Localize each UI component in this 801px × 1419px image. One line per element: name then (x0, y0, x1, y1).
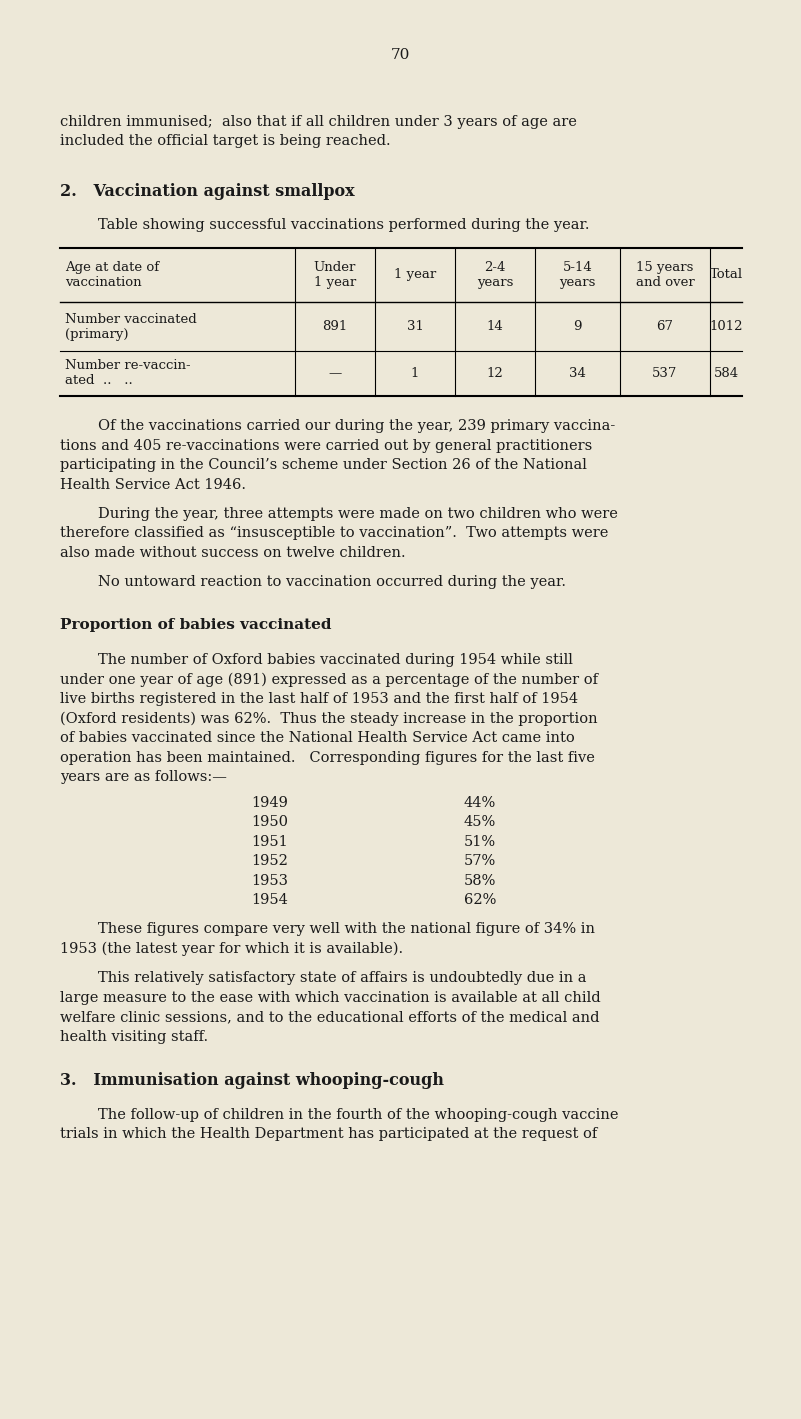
Text: health visiting staff.: health visiting staff. (60, 1030, 208, 1043)
Text: 2-4
years: 2-4 years (477, 261, 513, 289)
Text: Of the vaccinations carried our during the year, 239 primary vaccina-: Of the vaccinations carried our during t… (98, 419, 615, 433)
Text: 15 years
and over: 15 years and over (636, 261, 694, 289)
Text: During the year, three attempts were made on two children who were: During the year, three attempts were mad… (98, 507, 618, 521)
Text: 1 year: 1 year (394, 268, 436, 281)
Text: Number vaccinated
(primary): Number vaccinated (primary) (65, 312, 197, 341)
Text: Table showing successful vaccinations performed during the year.: Table showing successful vaccinations pe… (98, 219, 590, 233)
Text: 5-14
years: 5-14 years (559, 261, 596, 289)
Text: 1952: 1952 (252, 854, 288, 868)
Text: trials in which the Health Department has participated at the request of: trials in which the Health Department ha… (60, 1127, 598, 1141)
Text: Number re-vaccin-
ated  ..   ..: Number re-vaccin- ated .. .. (65, 359, 191, 387)
Text: The number of Oxford babies vaccinated during 1954 while still: The number of Oxford babies vaccinated d… (98, 653, 573, 667)
Text: 58%: 58% (464, 874, 496, 887)
Text: 45%: 45% (464, 815, 496, 829)
Text: 44%: 44% (464, 796, 496, 810)
Text: This relatively satisfactory state of affairs is undoubtedly due in a: This relatively satisfactory state of af… (98, 971, 586, 985)
Text: tions and 405 re-vaccinations were carried out by general practitioners: tions and 405 re-vaccinations were carri… (60, 438, 592, 453)
Text: also made without success on twelve children.: also made without success on twelve chil… (60, 546, 405, 561)
Text: 51%: 51% (464, 834, 496, 849)
Text: included the official target is being reached.: included the official target is being re… (60, 135, 391, 149)
Text: 1: 1 (411, 368, 419, 380)
Text: 891: 891 (322, 321, 348, 333)
Text: Under
1 year: Under 1 year (314, 261, 356, 289)
Text: 537: 537 (652, 368, 678, 380)
Text: 1953: 1953 (252, 874, 288, 887)
Text: Age at date of
vaccination: Age at date of vaccination (65, 261, 159, 289)
Text: 1951: 1951 (252, 834, 288, 849)
Text: large measure to the ease with which vaccination is available at all child: large measure to the ease with which vac… (60, 990, 601, 1005)
Text: 62%: 62% (464, 893, 496, 907)
Text: welfare clinic sessions, and to the educational efforts of the medical and: welfare clinic sessions, and to the educ… (60, 1010, 599, 1025)
Text: 1954: 1954 (252, 893, 288, 907)
Text: Health Service Act 1946.: Health Service Act 1946. (60, 478, 246, 492)
Text: No untoward reaction to vaccination occurred during the year.: No untoward reaction to vaccination occu… (98, 575, 566, 589)
Text: 67: 67 (657, 321, 674, 333)
Text: These figures compare very well with the national figure of 34% in: These figures compare very well with the… (98, 922, 595, 937)
Text: therefore classified as “insusceptible to vaccination”.  Two attempts were: therefore classified as “insusceptible t… (60, 526, 609, 541)
Text: years are as follows:—: years are as follows:— (60, 771, 227, 785)
Text: operation has been maintained.   Corresponding figures for the last five: operation has been maintained. Correspon… (60, 751, 595, 765)
Text: participating in the Council’s scheme under Section 26 of the National: participating in the Council’s scheme un… (60, 458, 587, 473)
Text: 9: 9 (574, 321, 582, 333)
Text: 34: 34 (569, 368, 586, 380)
Text: 1012: 1012 (709, 321, 743, 333)
Text: 31: 31 (407, 321, 424, 333)
Text: The follow-up of children in the fourth of the whooping-cough vaccine: The follow-up of children in the fourth … (98, 1108, 618, 1121)
Text: 2.   Vaccination against smallpox: 2. Vaccination against smallpox (60, 183, 355, 200)
Text: children immunised;  also that if all children under 3 years of age are: children immunised; also that if all chi… (60, 115, 577, 129)
Text: live births registered in the last half of 1953 and the first half of 1954: live births registered in the last half … (60, 692, 578, 707)
Text: Proportion of babies vaccinated: Proportion of babies vaccinated (60, 619, 332, 631)
Text: 12: 12 (487, 368, 503, 380)
Text: 1949: 1949 (252, 796, 288, 810)
Text: 1953 (the latest year for which it is available).: 1953 (the latest year for which it is av… (60, 942, 403, 956)
Text: 70: 70 (390, 48, 409, 62)
Text: —: — (328, 368, 341, 380)
Text: 57%: 57% (464, 854, 496, 868)
Text: under one year of age (891) expressed as a percentage of the number of: under one year of age (891) expressed as… (60, 673, 598, 687)
Text: 584: 584 (714, 368, 739, 380)
Text: 1950: 1950 (252, 815, 288, 829)
Text: 3.   Immunisation against whooping-cough: 3. Immunisation against whooping-cough (60, 1073, 444, 1090)
Text: of babies vaccinated since the National Health Service Act came into: of babies vaccinated since the National … (60, 731, 575, 745)
Text: (Oxford residents) was 62%.  Thus the steady increase in the proportion: (Oxford residents) was 62%. Thus the ste… (60, 712, 598, 727)
Text: Total: Total (710, 268, 743, 281)
Text: 14: 14 (487, 321, 503, 333)
